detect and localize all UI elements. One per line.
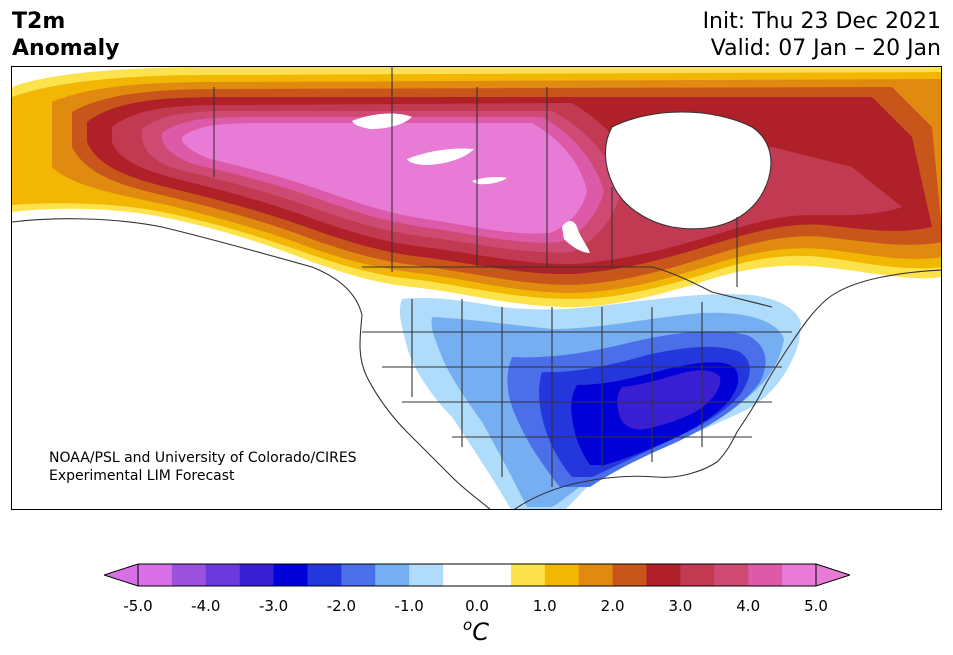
variable-title-line1: T2m: [12, 9, 66, 34]
credit-line1: NOAA/PSL and University of Colorado/CIRE…: [49, 450, 357, 466]
colorbar-bin: [578, 564, 614, 586]
colorbar-bin: [341, 564, 376, 586]
map-canvas: [12, 67, 941, 509]
lake-athabasca: [472, 177, 507, 185]
colorbar-bin: [680, 564, 715, 586]
variable-title-line2: Anomaly: [12, 36, 120, 61]
colorbar-bin: [409, 564, 444, 586]
colorbar-tick-label: -2.0: [326, 597, 357, 615]
colorbar-bin: [239, 564, 275, 586]
unit-degree-sup: o: [463, 616, 473, 634]
valid-date: Valid: 07 Jan – 20 Jan: [710, 36, 941, 61]
colorbar-bin: [612, 564, 647, 586]
coastline-gulf: [514, 431, 738, 509]
colorbar-bin: [375, 564, 410, 586]
great-slave-lake: [407, 148, 474, 165]
boundary-lines: [12, 67, 941, 509]
province-lines: [213, 67, 738, 287]
colorbar: [104, 563, 850, 587]
colorbar-extend-min: [104, 563, 139, 587]
colorbar-tick-label: 2.0: [600, 597, 625, 615]
colorbar-bin: [510, 564, 546, 586]
colorbar-bin: [477, 564, 512, 586]
colorbar-bin: [443, 564, 478, 586]
coastline-east: [736, 269, 941, 433]
colorbar-bin: [205, 564, 241, 586]
hudson-bay-coast: [604, 111, 772, 230]
colorbar-tick-label: 1.0: [532, 597, 557, 615]
colorbar-tick-label: -4.0: [191, 597, 221, 615]
credit-text: NOAA/PSL and University of Colorado/CIRE…: [49, 449, 357, 485]
colorbar-bin: [544, 564, 580, 586]
anomaly-map: [11, 66, 942, 510]
state-lines: [362, 299, 792, 487]
colorbar-bin: [714, 564, 749, 586]
great-bear-lake: [352, 113, 412, 129]
pacific-water: [12, 214, 362, 509]
colorbar-bin: [171, 564, 207, 586]
colorbar-extend-max: [815, 563, 850, 587]
colorbar-tick-label: 0.0: [465, 597, 489, 615]
unit-base: C: [472, 618, 489, 646]
colorbar-tick-label: -3.0: [258, 597, 289, 615]
colorbar-bin: [782, 564, 817, 586]
colorbar-tick-label: -5.0: [123, 597, 153, 615]
canada-us-border: [362, 266, 773, 308]
colorbar-outline: [137, 563, 817, 587]
coastline-west: [12, 218, 491, 509]
cold-indigo-region: [617, 370, 721, 430]
credit-line2: Experimental LIM Forecast: [49, 468, 235, 484]
lake-winnipeg: [562, 221, 590, 253]
colorbar-bin: [646, 564, 681, 586]
colorbar-bin: [307, 564, 342, 586]
colorbar-unit: oC: [463, 616, 489, 646]
warm-magenta-region: [182, 123, 587, 234]
colorbar-tick-label: 5.0: [804, 597, 828, 615]
variable-title: T2m Anomaly: [12, 8, 119, 62]
colorbar-tick-label: 4.0: [736, 597, 761, 615]
atlantic-water: [713, 277, 941, 509]
colorbar-tick-label: 3.0: [668, 597, 693, 615]
colorbar-bin: [138, 564, 173, 586]
colorbar-tick-label: -1.0: [394, 597, 424, 615]
forecast-dates: Init: Thu 23 Dec 2021 Valid: 07 Jan – 20…: [703, 8, 941, 62]
colorbar-bin: [748, 564, 783, 586]
colorbar-bin: [273, 564, 308, 586]
hudson-bay: [605, 112, 771, 229]
init-date: Init: Thu 23 Dec 2021: [702, 9, 941, 34]
